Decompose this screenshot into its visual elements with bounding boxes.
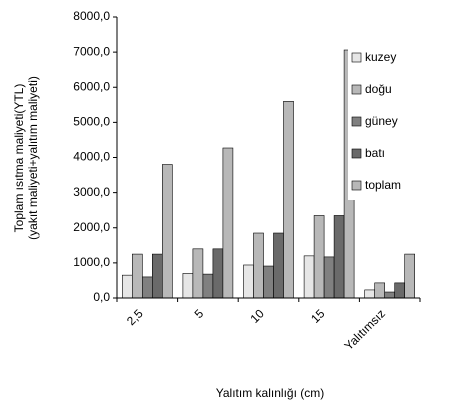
bar [394, 282, 406, 299]
bar [313, 215, 325, 299]
legend-swatch [351, 84, 362, 95]
bar [384, 291, 396, 299]
legend-swatch [351, 116, 362, 127]
bar [364, 289, 376, 299]
y-axis-label: Toplam ısıtma maliyeti(YTL) [12, 84, 26, 233]
bar [283, 101, 294, 299]
bar [303, 255, 315, 299]
bar [122, 274, 133, 299]
y-tick-label: 4000,0 [73, 150, 110, 164]
x-tick-label: 15 [308, 306, 328, 326]
bar [253, 232, 264, 299]
y-tick-label: 8000,0 [73, 9, 110, 23]
y-tick-label: 0,0 [93, 290, 110, 304]
legend-swatch [351, 148, 362, 159]
legend-swatch [351, 180, 362, 191]
legend-swatch [351, 52, 362, 63]
x-tick-label: 5 [192, 306, 207, 321]
legend-label: kuzey [365, 50, 396, 64]
legend-label: batı [365, 146, 385, 160]
bar [243, 264, 254, 299]
legend-label: güney [365, 114, 398, 128]
legend-label: doğu [365, 82, 392, 96]
y-tick-label: 2000,0 [73, 220, 110, 234]
y-tick-label: 1000,0 [73, 255, 110, 269]
bar [182, 273, 194, 299]
bar [222, 147, 234, 299]
y-tick-label: 6000,0 [73, 79, 110, 93]
bar [152, 253, 163, 299]
bar [162, 164, 173, 299]
x-axis-label: Yalıtım kalınlığı (cm) [216, 386, 324, 400]
bar [202, 273, 214, 299]
x-tick-label: 10 [248, 306, 268, 326]
legend [348, 44, 453, 200]
y-tick-label: 3000,0 [73, 185, 110, 199]
bar [404, 253, 416, 299]
bar [142, 276, 153, 299]
bar [273, 232, 284, 299]
bar [374, 282, 386, 299]
bar [212, 248, 224, 299]
bar [323, 256, 335, 299]
bar [132, 253, 143, 299]
y-axis-label: (yakıt maliyeti+yalıtım maliyeti) [26, 76, 40, 240]
bar [333, 215, 345, 299]
legend-label: toplam [365, 178, 401, 192]
y-tick-label: 7000,0 [73, 44, 110, 58]
x-tick-label: 2,5 [124, 306, 146, 328]
bar [263, 265, 274, 299]
y-tick-label: 5000,0 [73, 115, 110, 129]
bar [192, 248, 204, 299]
x-tick-label: Yalıtımsız [342, 306, 389, 353]
